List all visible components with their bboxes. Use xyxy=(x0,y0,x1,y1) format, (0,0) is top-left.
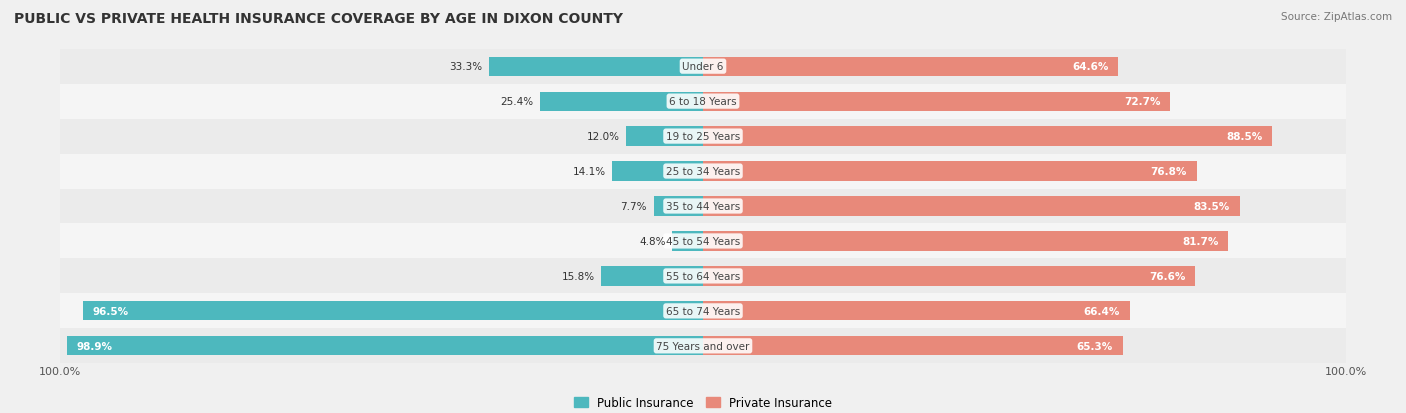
Bar xyxy=(489,57,703,76)
Bar xyxy=(626,127,703,146)
Bar xyxy=(703,92,1170,112)
Text: 15.8%: 15.8% xyxy=(562,271,595,281)
Bar xyxy=(602,267,703,286)
Bar xyxy=(703,162,1197,181)
Bar xyxy=(540,92,703,112)
Bar xyxy=(613,162,703,181)
Text: 75 Years and over: 75 Years and over xyxy=(657,341,749,351)
Text: PUBLIC VS PRIVATE HEALTH INSURANCE COVERAGE BY AGE IN DIXON COUNTY: PUBLIC VS PRIVATE HEALTH INSURANCE COVER… xyxy=(14,12,623,26)
Text: 25 to 34 Years: 25 to 34 Years xyxy=(666,166,740,177)
Bar xyxy=(703,267,1195,286)
Bar xyxy=(703,337,1123,356)
Text: 19 to 25 Years: 19 to 25 Years xyxy=(666,132,740,142)
Bar xyxy=(67,337,703,356)
Text: 88.5%: 88.5% xyxy=(1226,132,1263,142)
Bar xyxy=(60,224,1346,259)
Text: 81.7%: 81.7% xyxy=(1182,236,1219,247)
Text: 7.7%: 7.7% xyxy=(620,202,647,211)
Bar xyxy=(703,197,1240,216)
Text: 4.8%: 4.8% xyxy=(640,236,665,247)
Text: 72.7%: 72.7% xyxy=(1125,97,1160,107)
Bar xyxy=(60,154,1346,189)
Text: 76.6%: 76.6% xyxy=(1149,271,1185,281)
Text: 64.6%: 64.6% xyxy=(1073,62,1108,72)
Text: 33.3%: 33.3% xyxy=(450,62,482,72)
Text: 83.5%: 83.5% xyxy=(1194,202,1230,211)
Bar xyxy=(60,84,1346,119)
Text: Source: ZipAtlas.com: Source: ZipAtlas.com xyxy=(1281,12,1392,22)
Text: 76.8%: 76.8% xyxy=(1150,166,1187,177)
Bar xyxy=(60,50,1346,84)
Text: 25.4%: 25.4% xyxy=(501,97,533,107)
Bar xyxy=(703,301,1130,321)
Text: 65 to 74 Years: 65 to 74 Years xyxy=(666,306,740,316)
Bar xyxy=(703,232,1227,251)
Text: 96.5%: 96.5% xyxy=(93,306,128,316)
Text: 66.4%: 66.4% xyxy=(1084,306,1121,316)
Legend: Public Insurance, Private Insurance: Public Insurance, Private Insurance xyxy=(569,392,837,413)
Text: 45 to 54 Years: 45 to 54 Years xyxy=(666,236,740,247)
Text: 55 to 64 Years: 55 to 64 Years xyxy=(666,271,740,281)
Bar xyxy=(703,127,1272,146)
Bar xyxy=(60,189,1346,224)
Bar xyxy=(60,119,1346,154)
Bar xyxy=(60,294,1346,329)
Bar xyxy=(672,232,703,251)
Bar xyxy=(703,57,1118,76)
Text: Under 6: Under 6 xyxy=(682,62,724,72)
Bar xyxy=(60,259,1346,294)
Bar xyxy=(654,197,703,216)
Text: 6 to 18 Years: 6 to 18 Years xyxy=(669,97,737,107)
Bar xyxy=(60,329,1346,363)
Text: 98.9%: 98.9% xyxy=(77,341,112,351)
Text: 65.3%: 65.3% xyxy=(1077,341,1114,351)
Text: 14.1%: 14.1% xyxy=(572,166,606,177)
Text: 12.0%: 12.0% xyxy=(586,132,620,142)
Bar xyxy=(83,301,703,321)
Text: 35 to 44 Years: 35 to 44 Years xyxy=(666,202,740,211)
